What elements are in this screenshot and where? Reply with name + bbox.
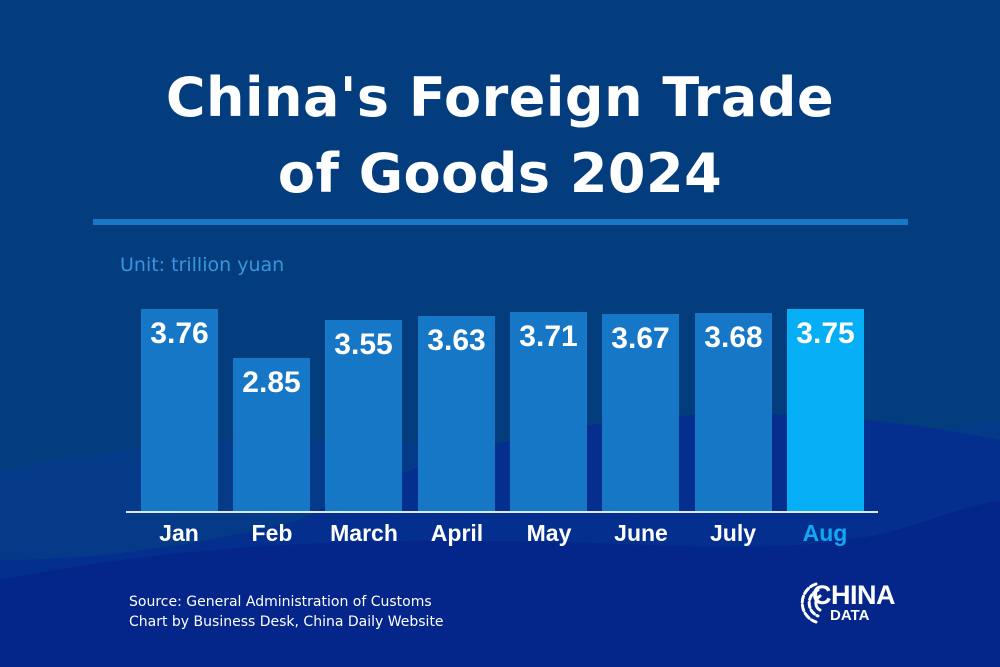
bar-may: 3.71 (510, 312, 587, 512)
bar-value: 3.71 (519, 320, 578, 353)
logo-china-text: CHINA (812, 580, 896, 610)
signal-arcs-icon (800, 582, 822, 624)
x-label-aug: Aug (802, 520, 848, 546)
x-label-april: April (430, 520, 484, 546)
unit-label: Unit: trillion yuan (120, 254, 285, 276)
x-axis-baseline (126, 511, 878, 513)
x-label-june: June (614, 520, 668, 546)
bar-march: 3.55 (325, 320, 402, 512)
bar-value: 3.68 (704, 321, 763, 354)
logo-data-text: DATA (830, 607, 870, 624)
source-line: Source: General Administration of Custom… (129, 594, 432, 610)
bar-value: 2.85 (242, 366, 301, 399)
chart-title: China's Foreign Trade of Goods 2024 (0, 60, 1000, 212)
x-label-jan: Jan (159, 520, 199, 546)
x-label-july: July (709, 520, 757, 546)
x-label-march: March (330, 520, 398, 546)
x-label-may: May (526, 520, 572, 546)
bar-aug: 3.75 (787, 309, 864, 512)
title-line-1: China's Foreign Trade (165, 66, 835, 129)
x-label-feb: Feb (251, 520, 293, 546)
title-divider (93, 219, 908, 225)
bar-value: 3.75 (796, 317, 855, 350)
bar-value: 3.55 (334, 328, 393, 361)
credit-line: Chart by Business Desk, China Daily Webs… (129, 614, 444, 630)
bar-value: 3.76 (150, 317, 209, 350)
bar-april: 3.63 (418, 316, 495, 512)
china-data-logo: CHINA DATA (790, 578, 920, 628)
bar-value: 3.67 (611, 322, 670, 355)
bar-jan: 3.76 (141, 309, 218, 512)
bar-july: 3.68 (695, 313, 772, 512)
bar-value: 3.63 (427, 324, 486, 357)
title-line-2: of Goods 2024 (277, 142, 723, 205)
bar-feb: 2.85 (233, 358, 310, 512)
bar-june: 3.67 (602, 314, 679, 512)
source-credit: Source: General Administration of Custom… (129, 592, 444, 632)
